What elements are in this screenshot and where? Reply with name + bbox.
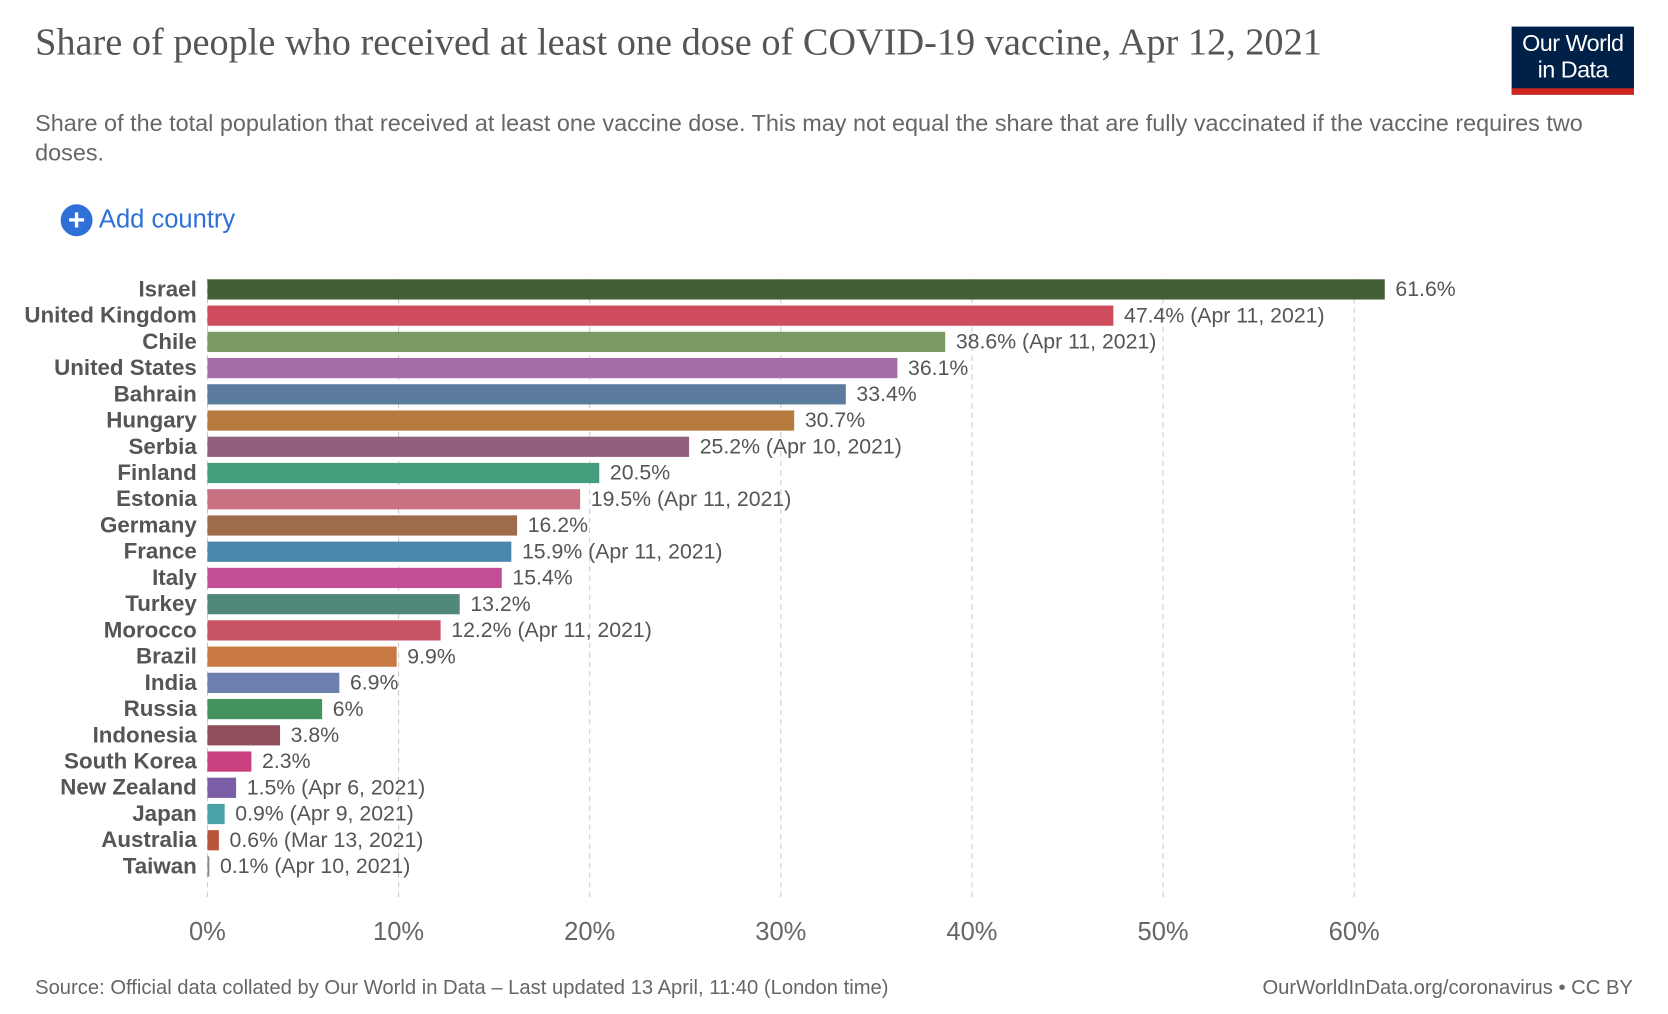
value-label: 0.1% (Apr 10, 2021) — [220, 854, 410, 878]
bar — [207, 489, 581, 510]
category-label: Taiwan — [123, 853, 197, 878]
category-label: Serbia — [129, 434, 198, 459]
logo[interactable]: Our World in Data — [1511, 26, 1634, 95]
x-tick-label: 50% — [1138, 918, 1189, 946]
bar — [207, 830, 219, 851]
bar — [207, 777, 237, 798]
value-label: 12.2% (Apr 11, 2021) — [451, 618, 652, 642]
bar — [207, 515, 518, 536]
category-label: India — [145, 670, 198, 695]
value-label: 0.6% (Mar 13, 2021) — [230, 828, 424, 852]
plus-icon: + — [60, 204, 93, 237]
chart-subtitle: Share of the total population that recei… — [35, 109, 1583, 166]
category-label: Finland — [117, 460, 196, 485]
value-label: 19.5% (Apr 11, 2021) — [591, 487, 792, 511]
value-label: 61.6% — [1395, 277, 1455, 301]
category-label: Russia — [124, 696, 198, 721]
bar — [207, 751, 252, 772]
bar — [207, 541, 512, 562]
value-label: 9.9% — [407, 644, 456, 668]
bar — [207, 436, 690, 457]
chart-title: Share of people who received at least on… — [35, 20, 1322, 63]
value-label: 20.5% — [610, 461, 670, 485]
source: Source: Official data collated by Our Wo… — [35, 977, 888, 999]
bar — [207, 357, 898, 379]
bar — [207, 620, 441, 641]
x-tick-label: 10% — [373, 918, 424, 946]
category-label: Morocco — [104, 617, 197, 642]
bar — [207, 462, 600, 484]
logo-line: Our World — [1522, 29, 1624, 57]
value-label: 38.6% (Apr 11, 2021) — [956, 330, 1157, 354]
value-label: 36.1% — [908, 356, 968, 380]
bar — [207, 646, 397, 667]
bar — [207, 331, 946, 352]
bar — [207, 594, 460, 615]
value-label: 16.2% — [528, 513, 588, 537]
bar — [207, 803, 225, 825]
value-label: 15.9% (Apr 11, 2021) — [522, 539, 723, 563]
x-tick-label: 20% — [564, 918, 615, 946]
value-label: 0.9% (Apr 9, 2021) — [235, 802, 413, 826]
category-label: France — [124, 539, 197, 564]
category-label: Italy — [152, 565, 197, 590]
bar — [207, 384, 846, 405]
category-label: Brazil — [136, 644, 197, 669]
credit[interactable]: OurWorldInData.org/coronavirus • CC BY — [1262, 977, 1633, 999]
category-label: Hungary — [106, 408, 197, 433]
value-label: 13.2% — [470, 592, 530, 616]
category-label: Indonesia — [93, 722, 198, 747]
value-label: 47.4% (Apr 11, 2021) — [1124, 303, 1325, 327]
value-label: 6.9% — [350, 671, 399, 695]
value-label: 30.7% — [805, 408, 865, 432]
logo-line: in Data — [1537, 56, 1609, 83]
category-label: Estonia — [116, 486, 197, 511]
add-country-button[interactable]: + Add country — [60, 204, 236, 237]
bar — [207, 725, 281, 746]
bar — [207, 698, 323, 720]
x-tick-label: 40% — [946, 918, 997, 946]
bar — [207, 672, 340, 693]
category-label: Australia — [101, 827, 197, 852]
category-label: Bahrain — [114, 381, 197, 406]
bar — [207, 279, 1385, 300]
value-label: 33.4% — [856, 382, 916, 406]
x-tick-label: 60% — [1329, 918, 1380, 946]
category-label: Germany — [100, 512, 197, 537]
category-label: South Korea — [64, 749, 197, 774]
category-label: United Kingdom — [24, 303, 196, 328]
bar — [207, 305, 1114, 326]
x-tick-label: 30% — [755, 918, 806, 946]
category-label: New Zealand — [60, 775, 196, 800]
value-label: 2.3% — [262, 749, 311, 773]
value-label: 1.5% (Apr 6, 2021) — [247, 775, 425, 799]
bar — [207, 567, 502, 589]
button-label: Add country — [98, 205, 236, 235]
bar — [207, 856, 210, 877]
category-label: Chile — [142, 329, 197, 354]
value-label: 15.4% — [512, 566, 572, 590]
category-label: Japan — [132, 801, 197, 826]
value-label: 25.2% (Apr 10, 2021) — [700, 434, 902, 458]
category-label: Israel — [138, 276, 196, 301]
bar — [207, 410, 795, 431]
category-label: United States — [54, 355, 197, 380]
value-label: 6% — [333, 697, 364, 721]
x-tick-label: 0% — [189, 918, 226, 946]
value-label: 3.8% — [291, 723, 340, 747]
category-label: Turkey — [125, 591, 197, 616]
